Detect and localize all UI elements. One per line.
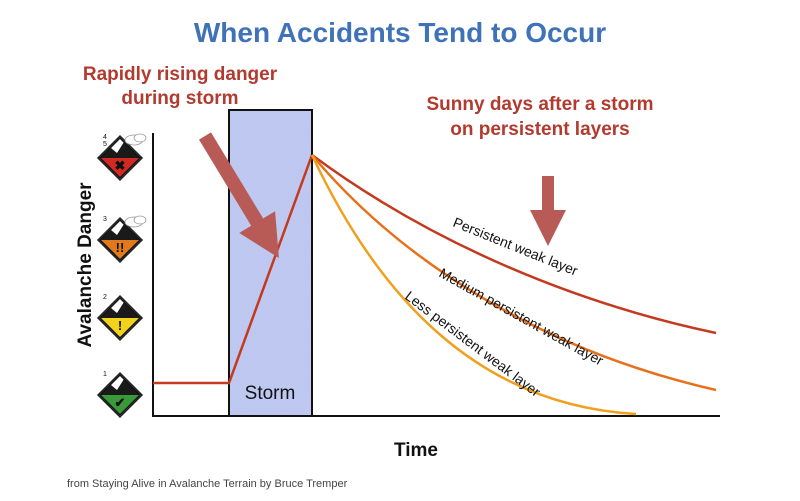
rising-annotation-line1: Rapidly rising danger (83, 64, 278, 85)
sunny-annotation-line2: on persistent layers (450, 119, 630, 140)
considerable-danger-double-exclamation-icon: !! 3 (96, 215, 147, 264)
series-line-1 (311, 154, 717, 392)
y-axis-label: Avalanche Danger (75, 182, 96, 348)
moderate-danger-exclamation-icon: !2 (96, 294, 144, 342)
storm-band (228, 109, 313, 417)
pre-storm-and-rising-line (153, 154, 314, 385)
source-credit: from Staying Alive in Avalanche Terrain … (67, 478, 348, 490)
danger-symbol: ! (118, 318, 122, 333)
rising-arrow (199, 132, 279, 258)
low-danger-check-icon: ✔1 (96, 371, 144, 419)
series-label-less: Less persistent weak layer (402, 288, 544, 400)
danger-scale-icons: ✔1!2!!3✖45 (96, 133, 147, 419)
high-danger-x-icon: ✖ 45 (96, 133, 147, 182)
series-line-0 (311, 153, 717, 335)
danger-level-number: 1 (103, 371, 107, 378)
rising-annotation-line2: during storm (121, 88, 238, 109)
series-line-2 (310, 154, 637, 416)
danger-symbol: ✖ (115, 158, 126, 173)
danger-symbol: !! (116, 240, 125, 255)
x-axis-label: Time (394, 440, 438, 461)
chart-title: When Accidents Tend to Occur (194, 17, 606, 48)
danger-level-number: 5 (103, 141, 107, 148)
danger-level-number: 4 (103, 134, 107, 141)
danger-level-number: 3 (103, 216, 107, 223)
cloud-icon (124, 215, 147, 228)
storm-label: Storm (245, 383, 296, 404)
danger-symbol: ✔ (115, 395, 126, 410)
series-lines (153, 153, 717, 416)
danger-level-number: 2 (103, 294, 107, 301)
sunny-annotation-line1: Sunny days after a storm (426, 94, 653, 115)
cloud-icon (124, 133, 147, 146)
